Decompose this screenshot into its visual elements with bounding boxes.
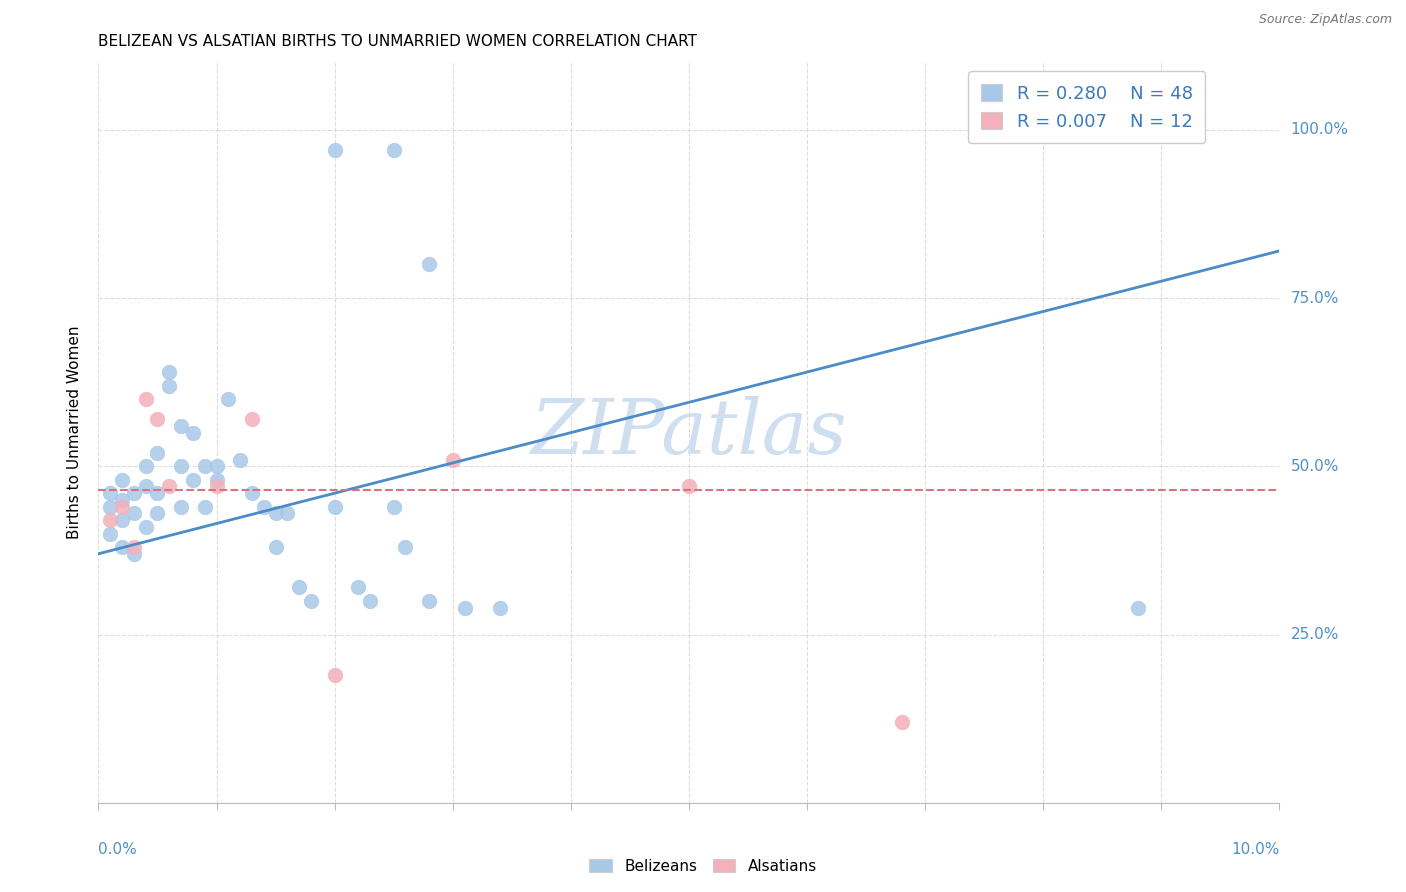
Point — [111, 540, 134, 554]
Point — [146, 507, 169, 521]
Point — [170, 418, 193, 433]
Text: 100.0%: 100.0% — [1291, 122, 1348, 137]
Legend: R = 0.280    N = 48, R = 0.007    N = 12: R = 0.280 N = 48, R = 0.007 N = 12 — [969, 71, 1205, 144]
Text: ZIPatlas: ZIPatlas — [530, 396, 848, 469]
Text: 75.0%: 75.0% — [1291, 291, 1339, 305]
Point — [253, 500, 276, 514]
Point — [194, 459, 217, 474]
Point — [170, 459, 193, 474]
Point — [418, 257, 440, 271]
Point — [441, 452, 464, 467]
Point — [135, 520, 157, 534]
Point — [98, 513, 121, 527]
Y-axis label: Births to Unmarried Women: Births to Unmarried Women — [67, 326, 83, 540]
Point — [205, 459, 228, 474]
Point — [98, 526, 121, 541]
Point — [359, 594, 381, 608]
Point — [122, 547, 145, 561]
Point — [288, 581, 311, 595]
Point — [217, 392, 239, 406]
Point — [146, 412, 169, 426]
Point — [181, 425, 204, 440]
Point — [157, 378, 180, 392]
Point — [98, 486, 121, 500]
Point — [276, 507, 298, 521]
Point — [678, 479, 700, 493]
Point — [111, 473, 134, 487]
Point — [122, 507, 145, 521]
Point — [205, 473, 228, 487]
Point — [194, 500, 217, 514]
Point — [122, 486, 145, 500]
Point — [323, 500, 346, 514]
Point — [240, 486, 263, 500]
Point — [111, 492, 134, 507]
Point — [170, 500, 193, 514]
Point — [146, 446, 169, 460]
Point — [98, 500, 121, 514]
Point — [205, 479, 228, 493]
Point — [890, 714, 912, 729]
Text: BELIZEAN VS ALSATIAN BIRTHS TO UNMARRIED WOMEN CORRELATION CHART: BELIZEAN VS ALSATIAN BIRTHS TO UNMARRIED… — [98, 34, 697, 49]
Text: 25.0%: 25.0% — [1291, 627, 1339, 642]
Point — [135, 392, 157, 406]
Point — [111, 513, 134, 527]
Point — [299, 594, 322, 608]
Point — [382, 500, 405, 514]
Point — [489, 600, 512, 615]
Text: 0.0%: 0.0% — [98, 842, 138, 856]
Point — [240, 412, 263, 426]
Point — [1126, 600, 1149, 615]
Legend: Belizeans, Alsatians: Belizeans, Alsatians — [583, 853, 823, 880]
Point — [264, 507, 287, 521]
Point — [229, 452, 252, 467]
Point — [382, 143, 405, 157]
Point — [418, 594, 440, 608]
Point — [453, 600, 475, 615]
Point — [181, 473, 204, 487]
Point — [157, 479, 180, 493]
Point — [347, 581, 370, 595]
Point — [122, 540, 145, 554]
Text: 50.0%: 50.0% — [1291, 458, 1339, 474]
Point — [146, 486, 169, 500]
Text: Source: ZipAtlas.com: Source: ZipAtlas.com — [1258, 13, 1392, 27]
Text: 10.0%: 10.0% — [1232, 842, 1279, 856]
Point — [111, 500, 134, 514]
Point — [264, 540, 287, 554]
Point — [157, 365, 180, 379]
Point — [323, 143, 346, 157]
Point — [323, 668, 346, 682]
Point — [135, 459, 157, 474]
Point — [394, 540, 416, 554]
Point — [135, 479, 157, 493]
